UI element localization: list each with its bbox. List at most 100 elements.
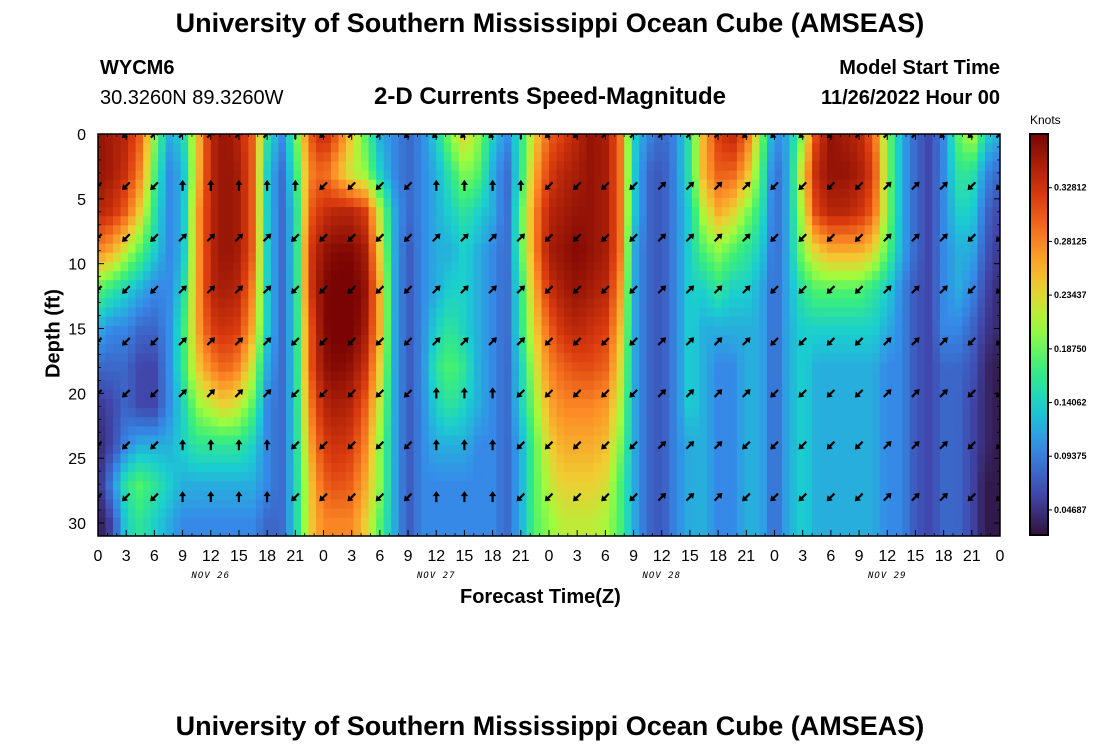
heatmap-cell [165, 252, 174, 263]
heatmap-cell [368, 335, 377, 345]
heatmap-cell [143, 161, 152, 172]
heatmap-cell [676, 499, 685, 510]
heatmap-cell [533, 271, 543, 281]
heatmap-cell [533, 481, 543, 491]
heatmap-cell [240, 508, 249, 519]
heatmap-cell [466, 289, 475, 300]
heatmap-cell [744, 161, 753, 172]
heatmap-cell [526, 152, 535, 163]
heatmap-cell [797, 152, 806, 163]
heatmap-cell [383, 444, 392, 455]
heatmap-cell [173, 426, 182, 437]
heatmap-cell [887, 207, 896, 217]
heatmap-cell [533, 225, 543, 236]
heatmap-cell [804, 398, 813, 409]
heatmap-cell [165, 261, 174, 272]
heatmap-cell [233, 161, 242, 172]
heatmap-cell [564, 225, 573, 236]
heatmap-cell [458, 398, 467, 409]
heatmap-cell [924, 362, 933, 373]
heatmap-cell [481, 417, 490, 427]
heatmap-cell [518, 453, 528, 464]
heatmap-cell [624, 298, 633, 309]
heatmap-cell [909, 362, 918, 373]
heatmap-cell [361, 462, 370, 473]
heatmap-cell [541, 344, 550, 354]
heatmap-cell [466, 444, 475, 455]
heatmap-cell [113, 335, 122, 345]
heatmap-cell [827, 481, 836, 491]
heatmap-cell [639, 170, 648, 181]
heatmap-cell [819, 134, 828, 144]
heatmap-cell [684, 353, 693, 364]
heatmap-cell [511, 261, 520, 272]
heatmap-cell [819, 344, 828, 354]
heatmap-cell [150, 197, 159, 208]
heatmap-cell [857, 252, 866, 263]
heatmap-cell [233, 362, 242, 373]
heatmap-cell [150, 444, 159, 455]
heatmap-cell [135, 289, 144, 300]
heatmap-cell [947, 325, 956, 336]
heatmap-cell [180, 435, 189, 446]
heatmap-cell [684, 472, 693, 482]
heatmap-cell [473, 179, 482, 190]
heatmap-cell [872, 435, 881, 446]
heatmap-cell [270, 435, 279, 446]
heatmap-cell [526, 207, 535, 217]
heatmap-cell [150, 243, 159, 254]
heatmap-cell [579, 453, 588, 464]
heatmap-cell [150, 398, 159, 409]
heatmap-cell [579, 481, 588, 491]
heatmap-cell [616, 462, 625, 473]
heatmap-cell [962, 252, 971, 263]
heatmap-cell [255, 462, 264, 473]
heatmap-cell [819, 280, 828, 290]
heatmap-cell [451, 134, 460, 144]
heatmap-cell [120, 490, 129, 501]
heatmap-cell [924, 289, 933, 300]
heatmap-cell [120, 344, 129, 354]
heatmap-cell [398, 252, 407, 263]
heatmap-cell [721, 371, 730, 382]
heatmap-cell [549, 462, 558, 473]
heatmap-cell [691, 179, 700, 190]
heatmap-cell [128, 161, 137, 172]
heatmap-cell [984, 335, 994, 345]
heatmap-cell [240, 207, 249, 217]
heatmap-cell [842, 197, 851, 208]
heatmap-cell [173, 225, 182, 236]
heatmap-cell [616, 134, 625, 144]
heatmap-cell [736, 143, 746, 153]
heatmap-cell [669, 271, 678, 281]
heatmap-cell [744, 134, 753, 144]
heatmap-cell [932, 344, 941, 354]
heatmap-cell [496, 152, 505, 163]
heatmap-cell [248, 225, 257, 236]
heatmap-cell [706, 243, 715, 254]
heatmap-cell [654, 170, 663, 181]
heatmap-cell [383, 216, 392, 226]
heatmap-cell [849, 453, 858, 464]
heatmap-cell [518, 371, 528, 382]
heatmap-cell [751, 243, 761, 254]
heatmap-cell [466, 134, 475, 144]
heatmap-cell [834, 179, 843, 190]
heatmap-cell [751, 408, 761, 418]
heatmap-cell [699, 197, 708, 208]
heatmap-cell [278, 490, 287, 501]
heatmap-cell [834, 426, 843, 437]
heatmap-cell [812, 316, 821, 327]
heatmap-cell [721, 353, 730, 364]
heatmap-cell [676, 271, 685, 281]
heatmap-cell [346, 371, 355, 382]
heatmap-cell [646, 362, 655, 373]
heatmap-cell [917, 335, 926, 345]
heatmap-cell [518, 152, 528, 163]
heatmap-cell [406, 371, 415, 382]
heatmap-cell [203, 271, 212, 281]
heatmap-cell [436, 207, 445, 217]
heatmap-cell [654, 261, 663, 272]
heatmap-cell [782, 143, 791, 153]
heatmap-cell [240, 252, 249, 263]
